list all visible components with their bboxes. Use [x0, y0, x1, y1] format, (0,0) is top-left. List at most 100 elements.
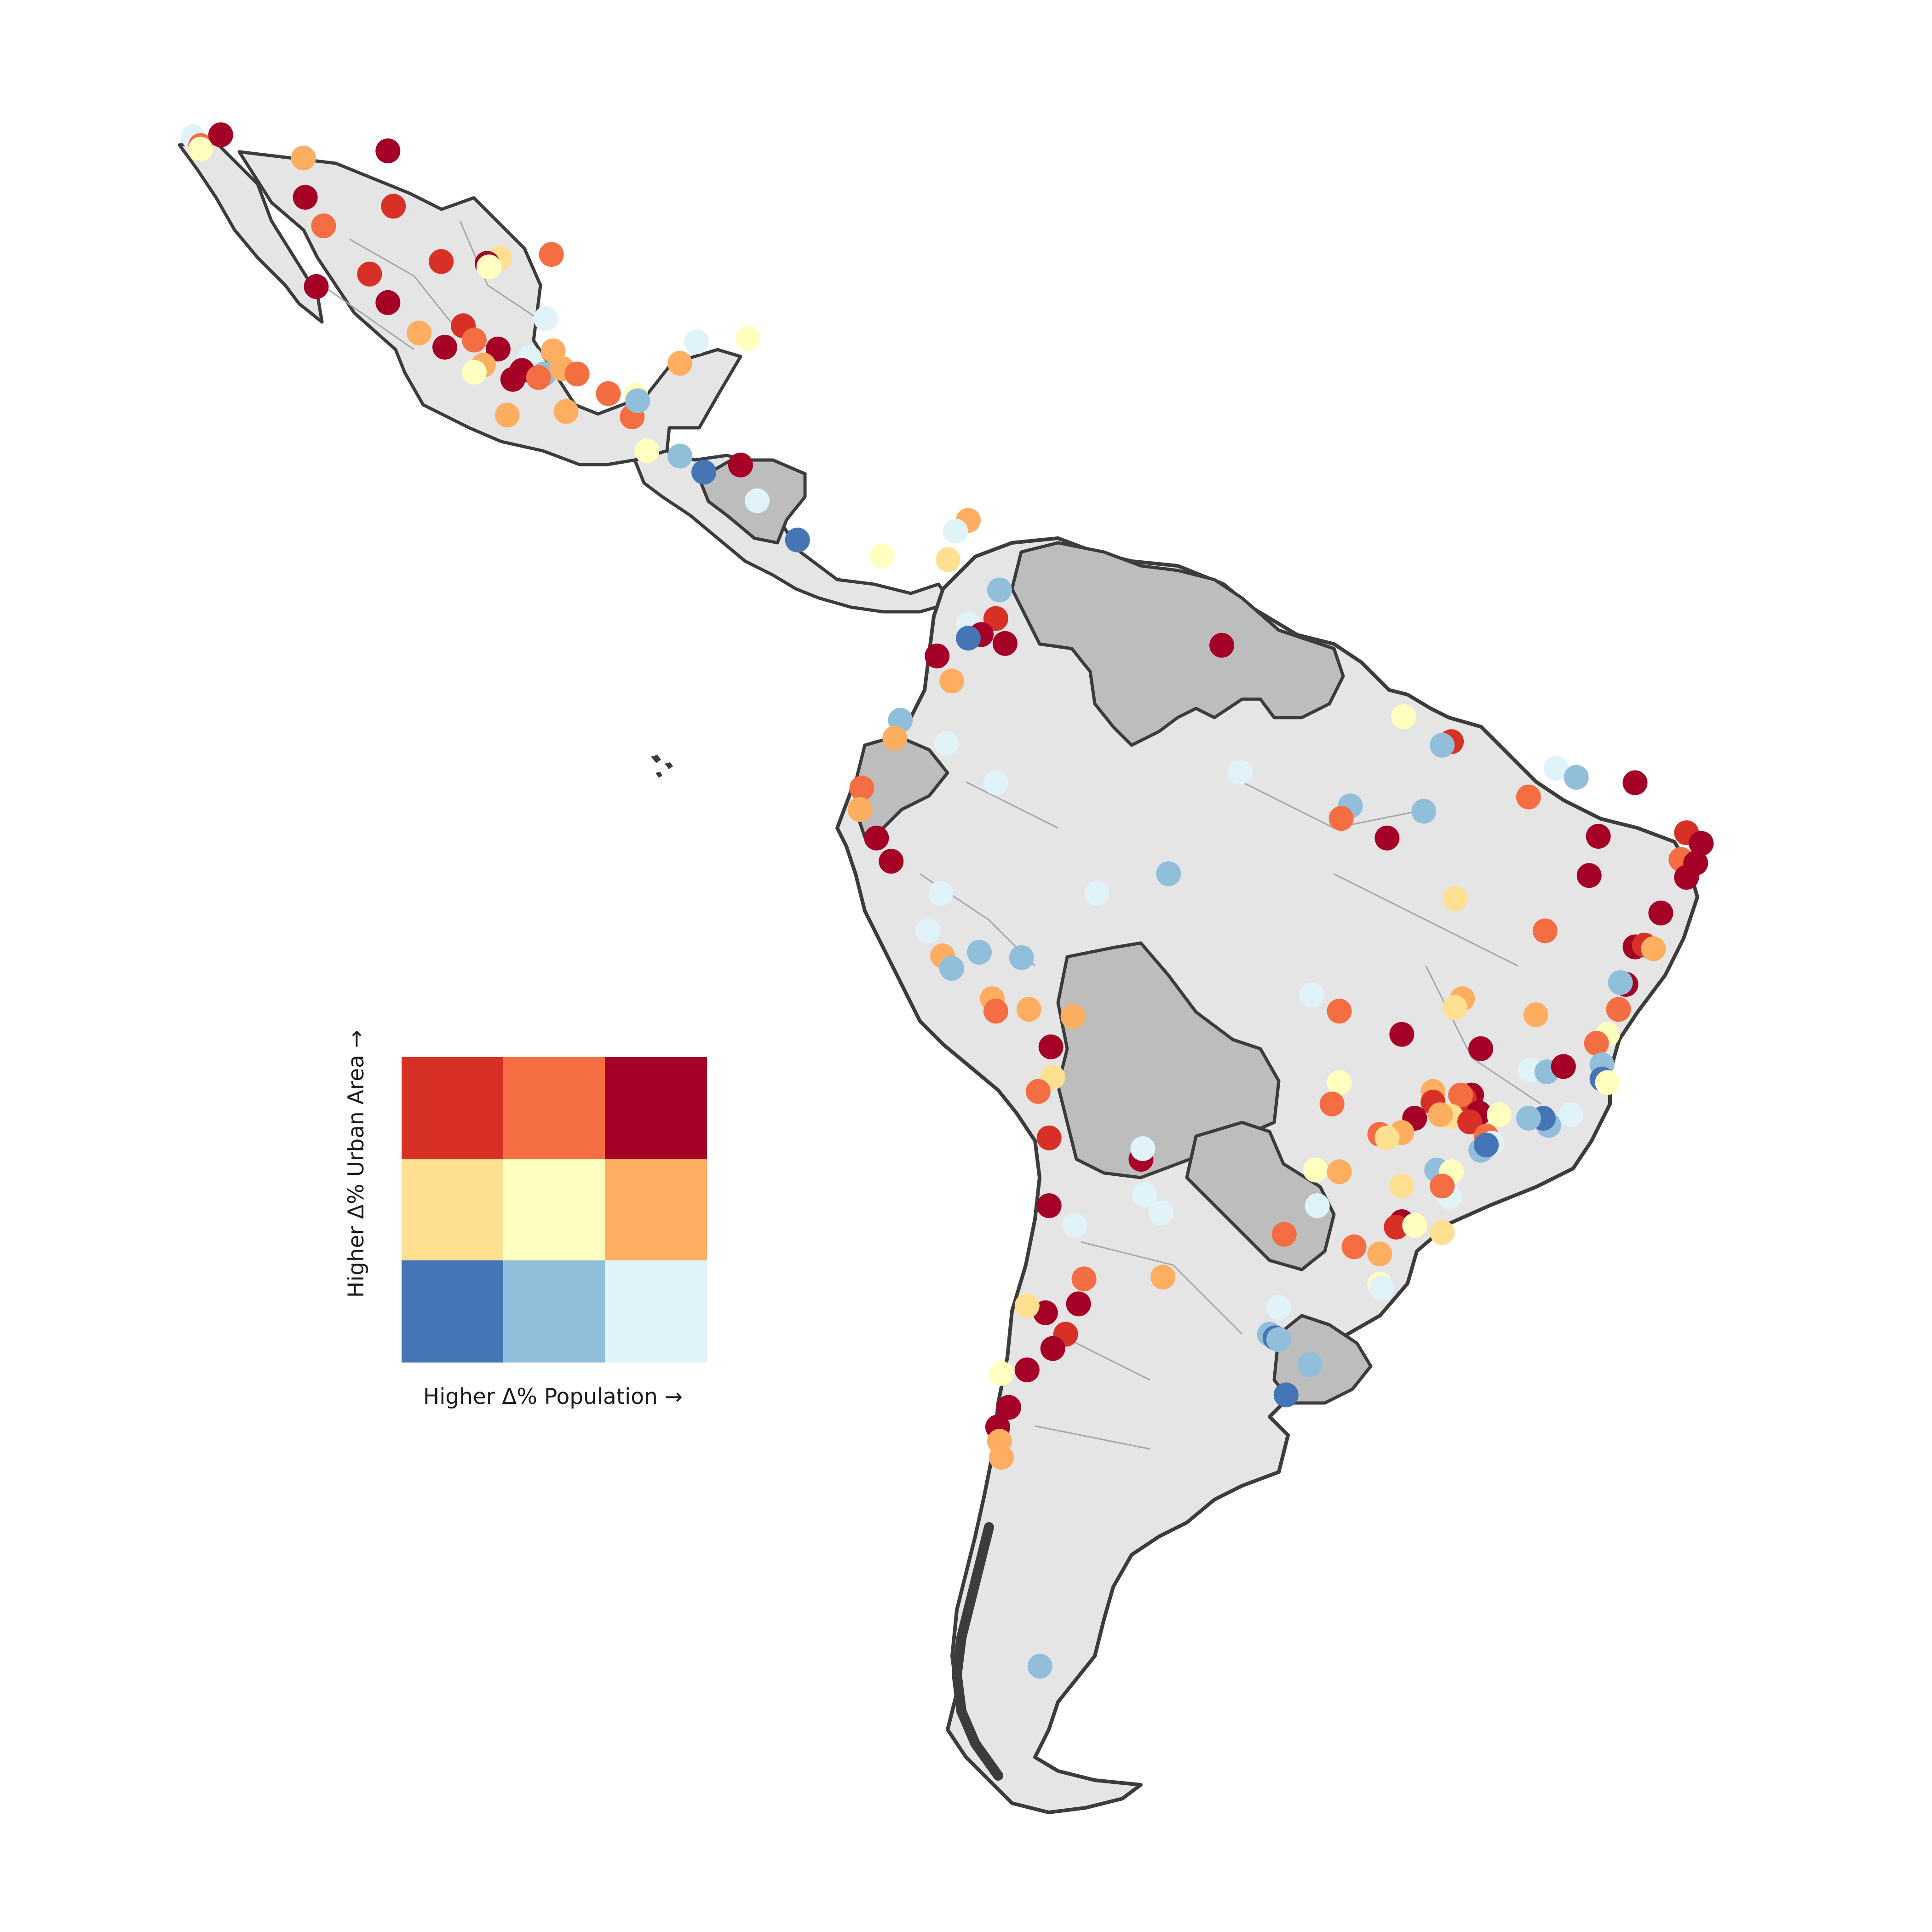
city-point	[1443, 886, 1468, 911]
city-point	[1066, 1291, 1091, 1317]
city-point	[1327, 999, 1352, 1024]
city-point	[625, 388, 650, 414]
paraguay-landmass	[1185, 1121, 1336, 1271]
legend-x-label: Higher Δ% Population →	[423, 1384, 683, 1409]
city-point	[208, 122, 233, 148]
city-point	[1606, 997, 1631, 1022]
city-point	[1297, 1352, 1322, 1377]
city-point	[188, 137, 213, 162]
city-point	[667, 351, 693, 376]
city-point	[1564, 765, 1589, 790]
city-point	[1516, 784, 1541, 810]
city-point	[1367, 1241, 1392, 1266]
legend-swatch	[605, 1057, 707, 1159]
city-point	[1084, 881, 1110, 906]
city-point	[1060, 1004, 1086, 1029]
city-point	[943, 518, 968, 544]
city-point	[1576, 863, 1602, 888]
legend-swatch	[503, 1159, 605, 1261]
city-point	[291, 145, 316, 171]
city-point	[983, 999, 1008, 1024]
city-point	[1341, 1234, 1367, 1259]
city-point	[1014, 1357, 1040, 1383]
city-point	[1369, 1275, 1394, 1300]
city-point	[869, 543, 895, 569]
baja-california-landmass	[178, 141, 324, 324]
city-point	[928, 881, 954, 906]
city-point	[983, 770, 1008, 795]
city-point	[1584, 1031, 1609, 1056]
city-point	[691, 460, 717, 485]
city-point	[1516, 1106, 1541, 1131]
legend-swatch	[402, 1057, 504, 1159]
city-point	[992, 631, 1018, 656]
city-point	[735, 326, 760, 351]
city-point	[553, 399, 579, 424]
legend-swatch	[503, 1057, 605, 1159]
city-point	[1266, 1295, 1291, 1320]
city-point	[1025, 1079, 1051, 1104]
city-point	[1608, 970, 1633, 995]
admin-border-line	[322, 220, 543, 351]
city-point	[1586, 824, 1611, 849]
city-point	[461, 360, 487, 385]
city-point	[847, 797, 873, 822]
city-point	[1327, 1159, 1352, 1184]
legend-swatch	[402, 1260, 504, 1363]
city-point	[1532, 918, 1558, 943]
city-point	[1474, 1133, 1499, 1158]
city-point	[1543, 756, 1569, 781]
city-point	[1027, 1654, 1052, 1679]
city-point	[311, 213, 336, 238]
city-point	[936, 547, 961, 572]
city-point	[1384, 1214, 1409, 1240]
city-point	[1428, 1102, 1453, 1127]
city-point	[987, 577, 1012, 603]
city-point	[1402, 1213, 1427, 1238]
city-point	[956, 626, 981, 651]
city-point	[1305, 1193, 1330, 1219]
city-point	[1389, 1173, 1414, 1199]
city-point	[1303, 1157, 1328, 1183]
city-point	[1595, 1070, 1620, 1095]
city-point	[375, 138, 401, 163]
legend-swatch	[503, 1260, 605, 1363]
city-point	[939, 668, 965, 694]
city-point	[1156, 861, 1181, 886]
city-points-layer	[181, 122, 1714, 1679]
city-point	[1622, 770, 1648, 795]
city-point	[1209, 632, 1235, 658]
city-point	[983, 606, 1008, 631]
city-point	[1036, 1125, 1062, 1150]
city-point	[634, 438, 660, 463]
city-point	[1689, 831, 1714, 856]
city-point	[967, 940, 992, 965]
city-point	[925, 644, 950, 669]
city-point	[1523, 1002, 1548, 1027]
city-point	[381, 194, 406, 219]
legend-swatch	[605, 1260, 707, 1363]
city-point	[407, 320, 432, 345]
city-point	[476, 254, 501, 280]
city-point	[849, 776, 874, 801]
city-point	[304, 274, 329, 299]
city-point	[539, 242, 564, 267]
legend-color-grid	[402, 1057, 707, 1363]
city-point	[989, 1361, 1014, 1386]
city-point	[1036, 1193, 1062, 1219]
city-point	[864, 825, 889, 851]
city-point	[1016, 997, 1041, 1022]
city-point	[1071, 1266, 1097, 1292]
city-point	[1132, 1182, 1157, 1208]
city-point	[1374, 1125, 1400, 1150]
city-point	[1327, 1070, 1352, 1095]
city-point	[357, 261, 382, 287]
city-point	[1319, 1092, 1345, 1116]
city-point	[1062, 1213, 1087, 1238]
city-point	[1149, 1200, 1174, 1225]
city-point	[1641, 936, 1666, 961]
admin-border-layer	[322, 220, 1541, 1450]
bivariate-legend: Higher Δ% Population → Higher Δ% Urban A…	[344, 1030, 707, 1409]
city-point	[1648, 900, 1673, 926]
